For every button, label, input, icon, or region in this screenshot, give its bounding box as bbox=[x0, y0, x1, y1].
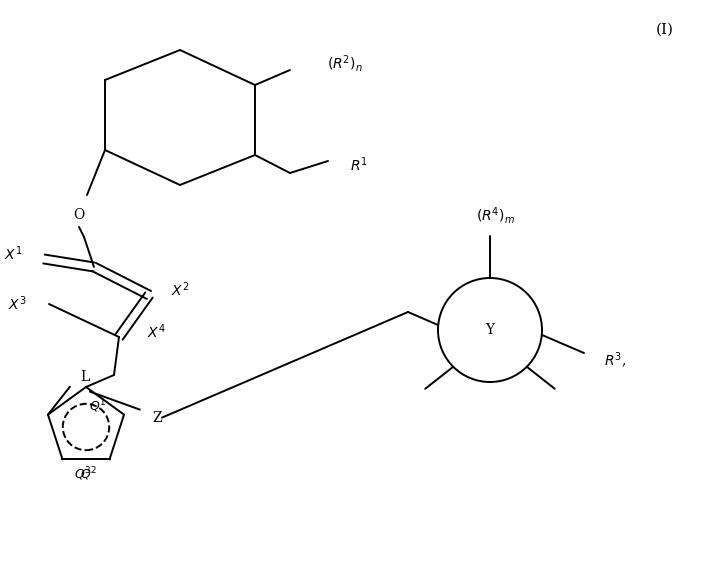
Text: $X^4$: $X^4$ bbox=[147, 323, 165, 342]
Text: L: L bbox=[80, 370, 89, 384]
Text: (I): (I) bbox=[656, 23, 674, 37]
Text: $X^3$: $X^3$ bbox=[8, 295, 26, 313]
Text: $X^1$: $X^1$ bbox=[4, 245, 22, 263]
Text: $Q^1$: $Q^1$ bbox=[89, 398, 106, 416]
Text: $(R^2)_n$: $(R^2)_n$ bbox=[327, 52, 363, 74]
Text: $Q^3$: $Q^3$ bbox=[75, 466, 92, 483]
Text: $Q^2$: $Q^2$ bbox=[80, 466, 98, 483]
Text: $(R^4)_m$: $(R^4)_m$ bbox=[475, 205, 515, 227]
Text: $R^3$,: $R^3$, bbox=[604, 351, 626, 371]
Text: Y: Y bbox=[486, 323, 495, 337]
Text: O: O bbox=[73, 208, 84, 222]
Text: $X^2$: $X^2$ bbox=[171, 281, 189, 300]
Text: Z: Z bbox=[152, 411, 162, 425]
Text: $R^1$: $R^1$ bbox=[350, 156, 367, 174]
